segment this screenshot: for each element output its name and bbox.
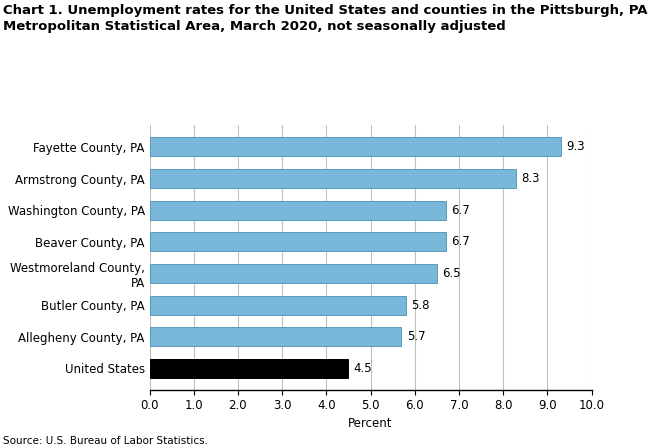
Text: Chart 1. Unemployment rates for the United States and counties in the Pittsburgh: Chart 1. Unemployment rates for the Unit… — [3, 4, 648, 34]
Text: 6.5: 6.5 — [442, 267, 461, 280]
Bar — [150, 201, 446, 220]
Text: 4.5: 4.5 — [354, 362, 372, 375]
Text: 8.3: 8.3 — [522, 172, 540, 185]
Bar — [150, 359, 348, 378]
Bar — [150, 264, 437, 283]
Bar — [150, 169, 516, 188]
Bar — [150, 327, 402, 346]
Text: 6.7: 6.7 — [451, 235, 470, 248]
X-axis label: Percent: Percent — [348, 417, 393, 430]
Bar — [150, 138, 560, 156]
Text: 9.3: 9.3 — [566, 140, 584, 153]
Text: Source: U.S. Bureau of Labor Statistics.: Source: U.S. Bureau of Labor Statistics. — [3, 436, 208, 446]
Bar — [150, 233, 446, 251]
Text: 6.7: 6.7 — [451, 204, 470, 217]
Bar — [150, 296, 406, 314]
Text: 5.8: 5.8 — [411, 298, 430, 311]
Text: 5.7: 5.7 — [407, 330, 425, 343]
